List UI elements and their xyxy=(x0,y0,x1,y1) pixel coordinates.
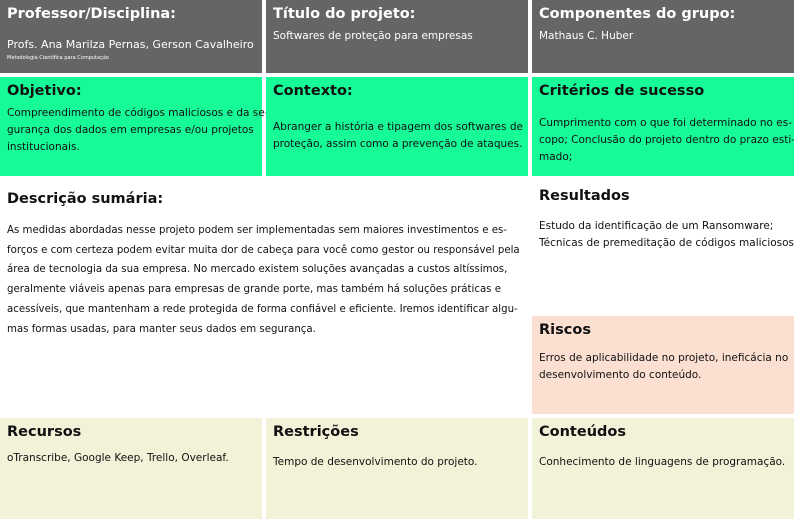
objective-text: Compreendimento de códigos maliciosos e … xyxy=(7,105,269,156)
line: desenvolvimento do conteúdo. xyxy=(539,369,702,381)
project-title-heading: Título do projeto: xyxy=(273,6,416,22)
restrictions-panel: Restrições Tempo de desenvolvimento do p… xyxy=(266,418,528,519)
risks-title: Riscos xyxy=(539,322,591,338)
risks-text: Erros de aplicabilidade no projeto, inef… xyxy=(539,350,789,384)
line: Técnicas de premeditação de códigos mali… xyxy=(539,237,794,249)
line: mas formas usadas, para manter seus dado… xyxy=(7,323,316,335)
criteria-panel: Critérios de sucesso Cumprimento com o q… xyxy=(532,77,794,176)
restrictions-text: Tempo de desenvolvimento do projeto. xyxy=(273,456,478,468)
contents-panel: Conteúdos Conhecimento de linguagens de … xyxy=(532,418,794,519)
line: Cumprimento com o que foi determinado no… xyxy=(539,117,792,129)
group-panel: Componentes do grupo: Mathaus C. Huber xyxy=(532,0,794,73)
context-panel: Contexto: Abranger a história e tipagem … xyxy=(266,77,528,176)
results-text: Estudo da identificação de um Ransomware… xyxy=(539,218,794,252)
results-title: Resultados xyxy=(539,188,630,204)
objective-panel: Objetivo: Compreendimento de códigos mal… xyxy=(0,77,269,176)
line: Erros de aplicabilidade no projeto, inef… xyxy=(539,352,789,364)
line: mado; xyxy=(539,151,573,163)
project-title: Softwares de proteção para empresas xyxy=(273,30,473,42)
line: Compreendimento de códigos maliciosos e … xyxy=(7,107,269,119)
line: área de tecnologia da sua empresa. No me… xyxy=(7,264,508,276)
line: acessíveis, que mantenham a rede protegi… xyxy=(7,303,518,315)
summary-title: Descrição sumária: xyxy=(7,191,164,207)
risks-panel: Riscos Erros de aplicabilidade no projet… xyxy=(532,316,794,414)
line: copo; Conclusão do projeto dentro do pra… xyxy=(539,134,794,146)
line: institucionais. xyxy=(7,141,80,153)
course-name: Metodologia Científica para Computação xyxy=(7,55,109,61)
line: proteção, assim como a prevenção de ataq… xyxy=(273,138,523,150)
resources-text: oTranscribe, Google Keep, Trello, Overle… xyxy=(7,452,229,464)
contents-title: Conteúdos xyxy=(539,424,626,440)
results-panel: Resultados Estudo da identificação de um… xyxy=(532,180,794,316)
group-title: Componentes do grupo: xyxy=(539,6,736,22)
summary-text: As medidas abordadas nesse projeto podem… xyxy=(7,221,521,339)
professor-title: Professor/Disciplina: xyxy=(7,6,176,22)
context-text: Abranger a história e tipagem dos softwa… xyxy=(273,119,523,153)
group-members: Mathaus C. Huber xyxy=(539,30,634,42)
professor-panel: Professor/Disciplina: Profs. Ana Marilza… xyxy=(0,0,262,73)
criteria-text: Cumprimento com o que foi determinado no… xyxy=(539,115,794,166)
line: geralmente viáveis apenas para empresas … xyxy=(7,284,501,296)
restrictions-title: Restrições xyxy=(273,424,359,440)
resources-panel: Recursos oTranscribe, Google Keep, Trell… xyxy=(0,418,262,519)
title-panel: Título do projeto: Softwares de proteção… xyxy=(266,0,528,73)
line: Abranger a história e tipagem dos softwa… xyxy=(273,121,523,133)
line: As medidas abordadas nesse projeto podem… xyxy=(7,225,507,236)
context-title: Contexto: xyxy=(273,83,353,99)
objective-title: Objetivo: xyxy=(7,83,82,99)
contents-text: Conhecimento de linguagens de programaçã… xyxy=(539,456,786,468)
criteria-title: Critérios de sucesso xyxy=(539,83,705,99)
resources-title: Recursos xyxy=(7,424,82,440)
professor-names: Profs. Ana Marilza Pernas, Gerson Cavalh… xyxy=(7,38,254,51)
line: forços e com certeza podem evitar muita … xyxy=(7,244,520,256)
line: Estudo da identificação de um Ransomware… xyxy=(539,220,774,232)
summary-panel: Descrição sumária: As medidas abordadas … xyxy=(0,180,528,414)
line: gurança dos dados em empresas e/ou proje… xyxy=(7,124,254,136)
